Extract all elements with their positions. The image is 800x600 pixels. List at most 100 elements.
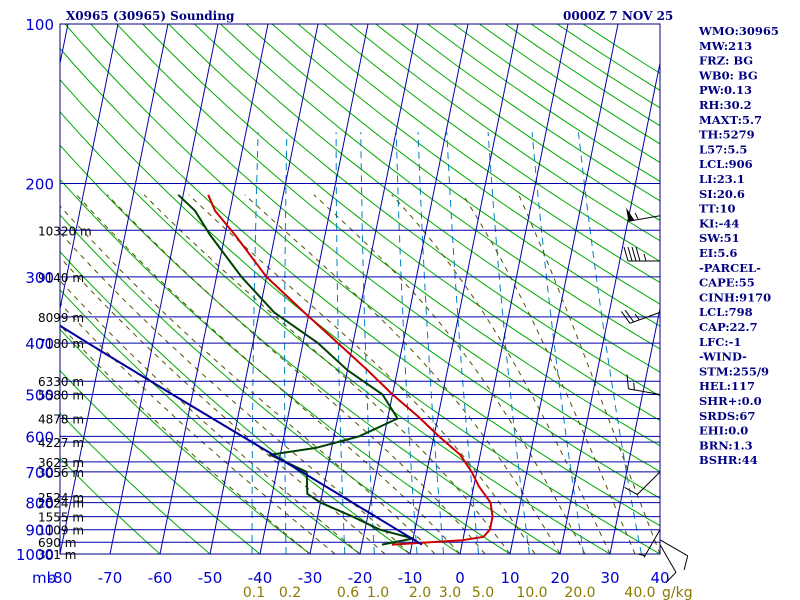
mixing-ratio-tick-label: 2.0 xyxy=(409,585,431,600)
moist-adiabat xyxy=(462,194,636,554)
temperature-tick-label: 0 xyxy=(455,569,465,587)
index-item: LI:23.1 xyxy=(699,172,745,186)
temperature-tick-label: -50 xyxy=(198,569,223,587)
isotherm-line xyxy=(359,24,469,554)
isotherm-line xyxy=(509,24,619,554)
height-label: 1109 m xyxy=(38,524,84,538)
height-label: 2524 m xyxy=(38,491,84,505)
index-item: MW:213 xyxy=(699,39,752,53)
index-item: KI:-44 xyxy=(699,216,739,230)
wind-barb xyxy=(626,374,661,395)
wind-barb-staff xyxy=(643,529,661,558)
height-label: 9140 m xyxy=(38,271,84,285)
index-item: EI:5.6 xyxy=(699,246,737,260)
temperature-tick-label: 40 xyxy=(650,569,669,587)
dry-adiabat xyxy=(297,24,660,284)
dry-adiabat xyxy=(193,24,660,373)
isotherm-line xyxy=(109,24,219,554)
index-item: RH:30.2 xyxy=(699,98,752,112)
dry-adiabat xyxy=(219,24,660,350)
index-item: LCL:798 xyxy=(699,305,753,319)
pressure-tick-label: 200 xyxy=(25,176,54,194)
dry-adiabat xyxy=(245,24,660,327)
index-item: STM:255/9 xyxy=(699,364,769,378)
index-item: CAPE:55 xyxy=(699,276,755,290)
index-item: CINH:9170 xyxy=(699,290,771,304)
height-label: 4878 m xyxy=(38,412,84,426)
height-label: 4227 m xyxy=(38,436,84,450)
wind-barb-half-feather xyxy=(633,382,635,390)
wind-barb xyxy=(626,207,661,222)
wind-barb xyxy=(620,309,661,324)
wind-barb xyxy=(637,529,661,558)
isotherm-line xyxy=(609,306,660,554)
pressure-unit-label: mb xyxy=(32,569,56,587)
pressure-tick-label: 100 xyxy=(25,16,54,34)
dry-adiabat xyxy=(271,24,660,305)
wind-barb-feather xyxy=(626,374,629,389)
index-item: FRZ: BG xyxy=(699,54,753,68)
index-item: SRDS:67 xyxy=(699,409,755,423)
station-title: X0965 (30965) Sounding xyxy=(66,9,235,23)
moist-adiabat xyxy=(60,205,436,554)
index-item: SI:20.6 xyxy=(699,187,745,201)
mixing-ratio-tick-label: 1.0 xyxy=(367,585,389,600)
wind-barb-half-feather xyxy=(634,212,639,220)
temperature-tick-label: -70 xyxy=(98,569,123,587)
mixing-ratio-tick-label: 10.0 xyxy=(516,585,547,600)
index-item: BRN:1.3 xyxy=(699,438,753,452)
wind-barb-half-feather xyxy=(634,313,640,321)
isotherm-line xyxy=(559,60,660,554)
wind-barb-feather xyxy=(624,487,638,495)
profiles xyxy=(60,194,494,546)
pressure-tick-label: 300 xyxy=(25,269,54,287)
mixing-ratio-tick-label: 0.1 xyxy=(243,585,265,600)
wind-barb xyxy=(623,246,660,262)
isotherm-line xyxy=(159,24,269,554)
temperature-tick-label: -20 xyxy=(348,569,373,587)
moist-adiabat xyxy=(106,194,486,554)
parcel-profile-line xyxy=(60,324,423,546)
temperature-tick-label: 20 xyxy=(550,569,569,587)
temperature-tick-label: -60 xyxy=(148,569,173,587)
temperature-tick-label: -40 xyxy=(248,569,273,587)
dry-adiabat xyxy=(142,24,660,422)
index-item: LCL:906 xyxy=(699,157,753,171)
mixing-ratio-tick-label: 3.0 xyxy=(439,585,461,600)
index-item: BSHR:44 xyxy=(699,453,758,467)
moist-adiabat xyxy=(143,194,511,554)
wind-barb-feather xyxy=(635,246,641,262)
pressure-tick-label: 500 xyxy=(25,386,54,404)
moist-adiabat xyxy=(60,280,361,554)
height-label: 6330 m xyxy=(38,375,84,389)
temperature-profile-line xyxy=(207,194,494,546)
index-item: TT:10 xyxy=(699,202,736,216)
index-item: HEL:117 xyxy=(699,379,755,393)
index-item: -WIND- xyxy=(699,350,747,364)
plot-frame xyxy=(59,23,661,555)
temperature-tick-label: -30 xyxy=(298,569,323,587)
wind-barb-half-feather xyxy=(637,553,646,557)
index-item: SHR+:0.0 xyxy=(699,394,762,408)
wind-barb-pennant xyxy=(626,207,635,222)
wind-barb-staff xyxy=(629,311,661,324)
wind-barb-feather xyxy=(665,571,677,584)
wind-barb-feather xyxy=(623,246,629,262)
wind-barb-staff xyxy=(628,388,661,395)
wind-barb-feather xyxy=(627,246,633,262)
height-label: 8099 m xyxy=(38,311,84,325)
mixing-ratio-unit: g/kg xyxy=(662,585,693,600)
mixing-ratio-tick-label: 0.6 xyxy=(337,585,359,600)
isotherm-line xyxy=(459,24,569,554)
index-item: EHI:0.0 xyxy=(699,424,748,438)
valid-time: 0000Z 7 NOV 25 xyxy=(563,9,673,23)
moist-adiabat xyxy=(244,194,561,554)
index-item: CAP:22.7 xyxy=(699,320,758,334)
wind-barb-staff xyxy=(659,544,677,573)
index-item: PW:0.13 xyxy=(699,83,752,97)
grid-lines xyxy=(60,24,660,554)
index-item: L57:5.5 xyxy=(699,142,747,156)
pressure-tick-label: 700 xyxy=(25,464,54,482)
